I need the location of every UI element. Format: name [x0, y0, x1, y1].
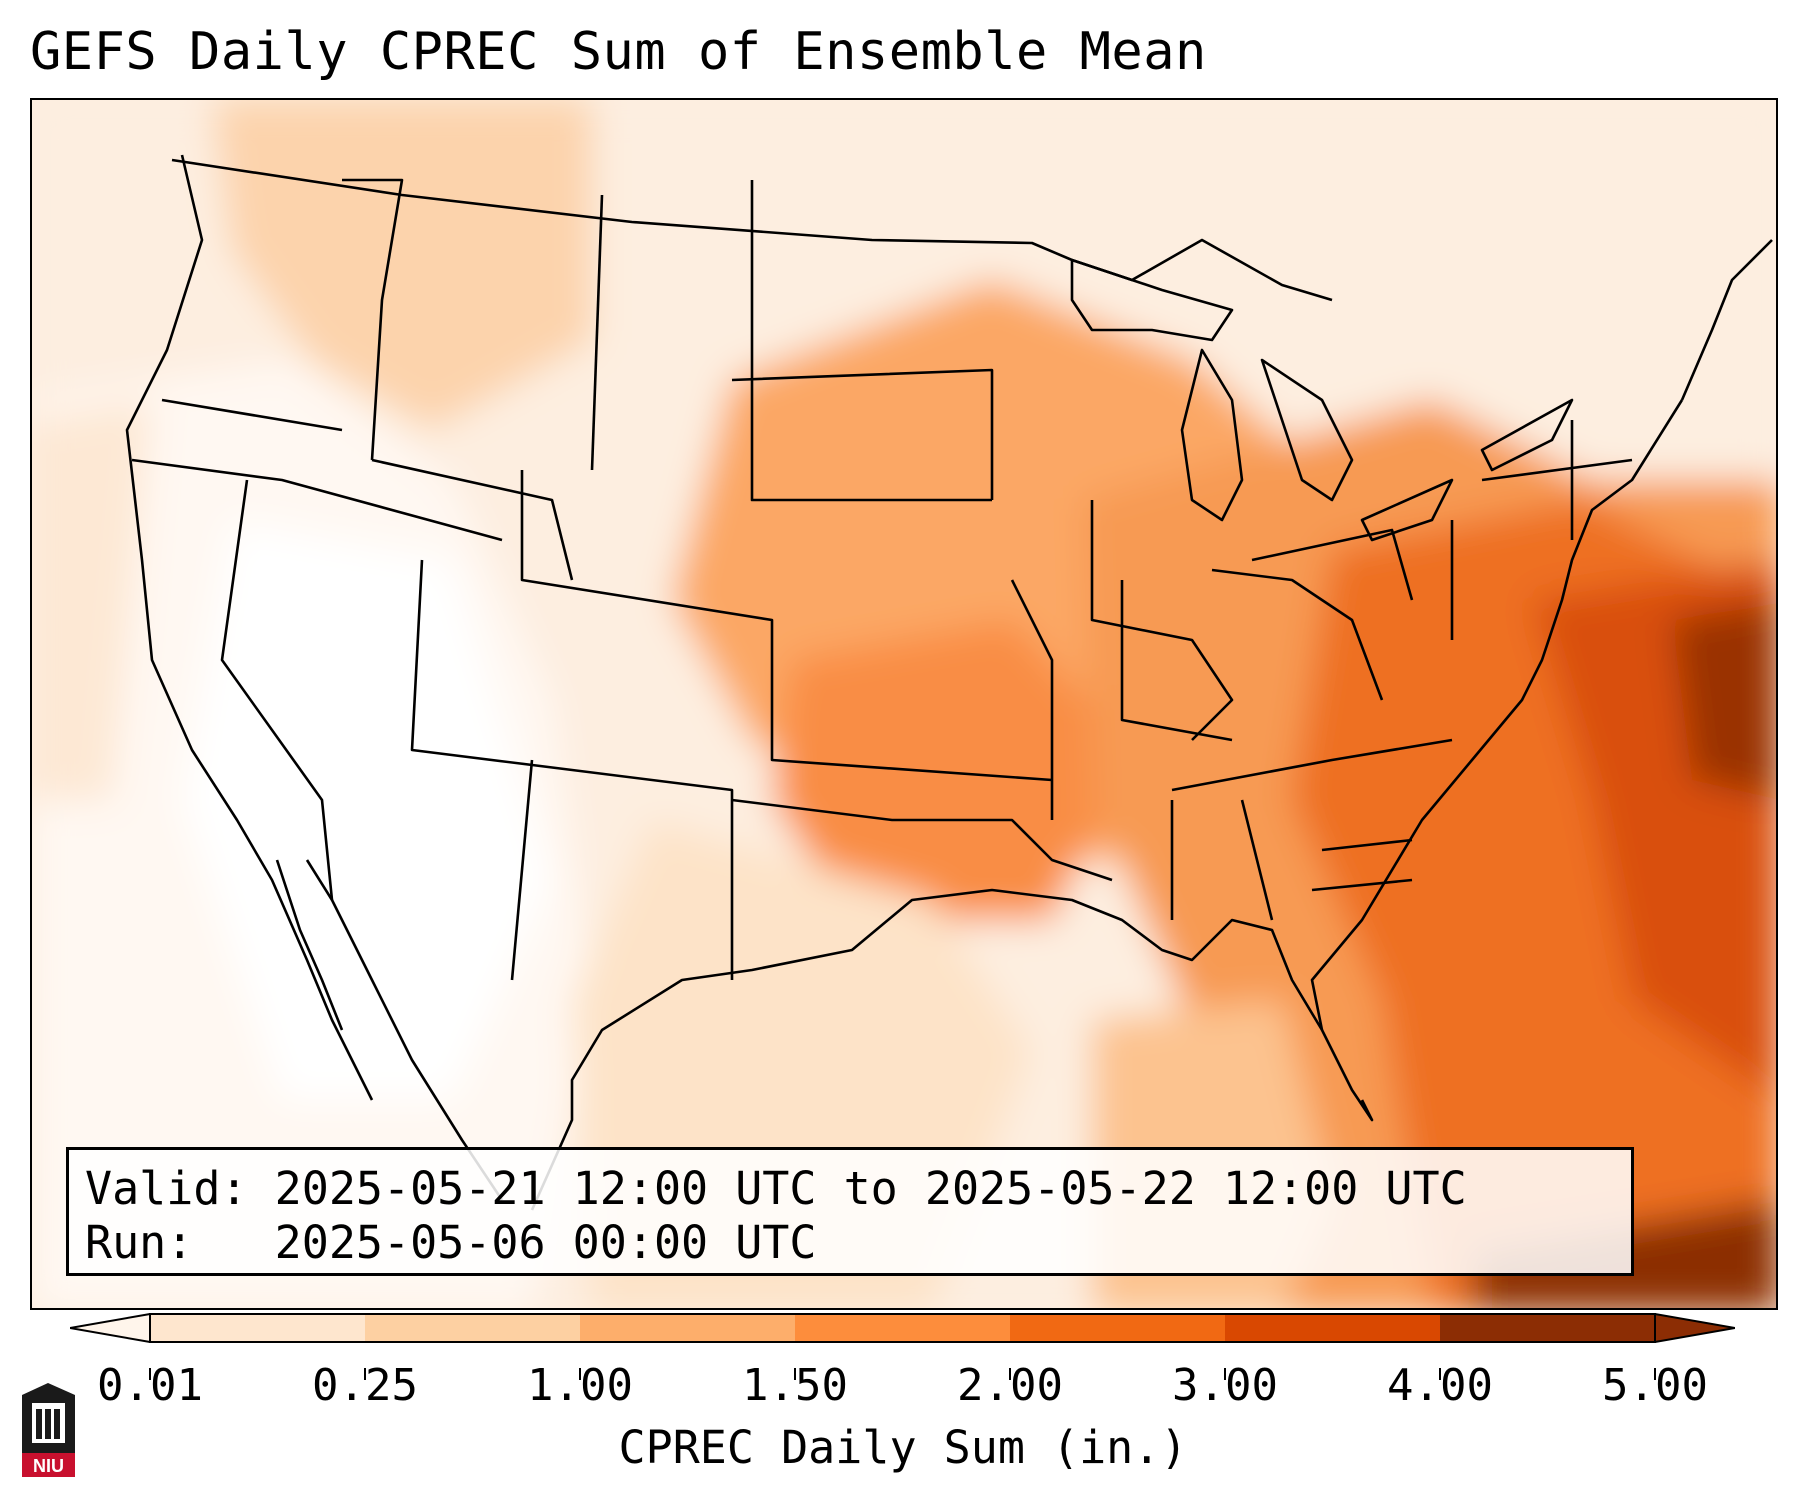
colorbar-tick-label: 4.00: [1387, 1360, 1493, 1411]
colorbar-segment: [365, 1314, 581, 1342]
colorbar-segment: [795, 1314, 1011, 1342]
colorbar-tick-label: 1.00: [527, 1360, 633, 1411]
colorbar-tick-label: 3.00: [1172, 1360, 1278, 1411]
colorbar-segment: [1010, 1314, 1226, 1342]
colorbar-segment: [150, 1314, 366, 1342]
chart-title: GEFS Daily CPREC Sum of Ensemble Mean: [30, 22, 1207, 82]
precip-shading: [32, 100, 1776, 1308]
colorbar-tick-label: 5.00: [1602, 1360, 1708, 1411]
map-canvas: [32, 100, 1776, 1308]
boundaries: [125, 154, 1773, 1211]
colorbar-title: CPREC Daily Sum (in.): [618, 1421, 1188, 1474]
colorbar-min-extend: [70, 1313, 151, 1343]
precip-map: [30, 98, 1778, 1310]
colorbar: [70, 1313, 1735, 1343]
colorbar-ticks: [149, 1368, 1656, 1380]
logo-text: NIU: [33, 1456, 64, 1476]
colorbar-tick-label: 1.50: [742, 1360, 848, 1411]
colorbar-tick-label: 2.00: [957, 1360, 1063, 1411]
colorbar-tick-label: 0.25: [312, 1360, 418, 1411]
run-info-box: Valid: 2025-05-21 12:00 UTC to 2025-05-2…: [66, 1147, 1634, 1276]
valid-time-line: Valid: 2025-05-21 12:00 UTC to 2025-05-2…: [85, 1162, 1467, 1215]
niu-castle-icon: NIU: [22, 1383, 75, 1477]
colorbar-tick-label: 0.01: [97, 1360, 203, 1411]
colorbar-segment: [580, 1314, 796, 1342]
colorbar-segment: [1440, 1314, 1656, 1342]
run-time-line: Run: 2025-05-06 00:00 UTC: [85, 1216, 817, 1269]
colorbar-segments: [150, 1314, 1656, 1342]
colorbar-max-extend: [1654, 1313, 1735, 1343]
colorbar-segment: [1225, 1314, 1441, 1342]
colorbar-outline: [149, 1313, 1656, 1343]
